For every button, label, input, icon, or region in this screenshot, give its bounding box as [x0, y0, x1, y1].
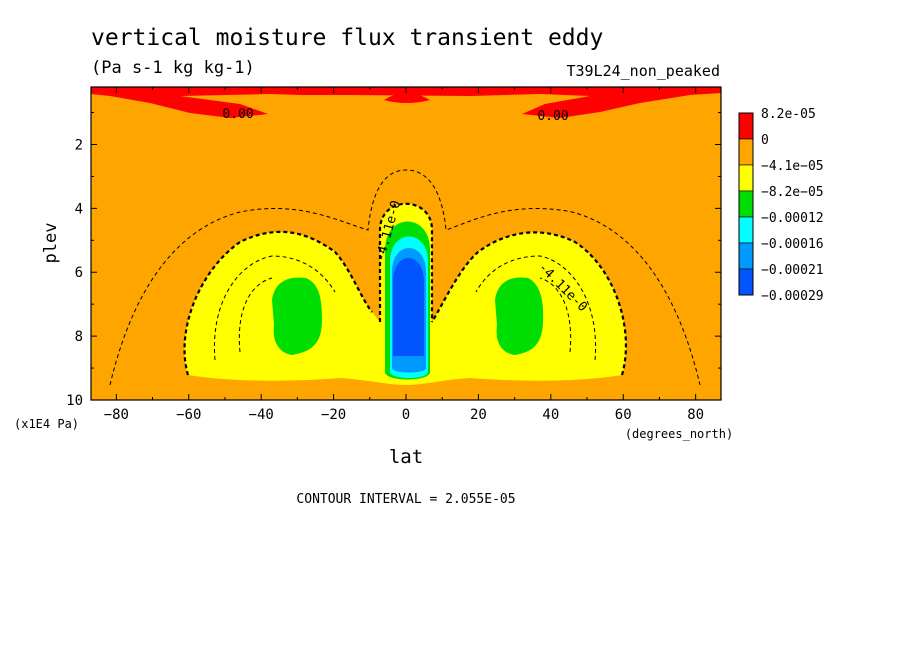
contour-label: 0.00: [222, 107, 253, 122]
run-label: T39L24_non_peaked: [566, 62, 720, 80]
legend-swatch: [739, 191, 753, 217]
y-tick-label: 4: [75, 201, 83, 217]
legend-swatch: [739, 269, 753, 295]
legend-label: −8.2e−05: [761, 185, 824, 200]
legend-swatch: [739, 113, 753, 139]
legend-label: 0: [761, 133, 769, 148]
y-axis-label: plev: [41, 223, 61, 264]
y-tick-label: 6: [75, 265, 83, 281]
plot-area: 0.00 0.00-4.11e-0-4.11e-0: [91, 87, 721, 400]
core-blue: [393, 258, 424, 356]
x-tick-label: 40: [542, 407, 559, 423]
legend-swatch: [739, 243, 753, 269]
legend-label: −0.00012: [761, 211, 824, 226]
legend-swatch: [739, 165, 753, 191]
x-tick-label: −80: [104, 407, 129, 423]
x-tick-label: 20: [470, 407, 487, 423]
x-tick-label: 60: [615, 407, 632, 423]
legend-label: −0.00021: [761, 263, 824, 278]
legend-label: 8.2e-05: [761, 107, 816, 122]
y-tick-label: 10: [66, 393, 83, 409]
legend: 8.2e-05 0 −4.1e−05 −8.2e−05 −0.00012 −0.00016…: [739, 107, 824, 304]
legend-swatch: [739, 139, 753, 165]
x-axis-units: (degrees_north): [625, 427, 733, 441]
x-tick-label: 80: [687, 407, 704, 423]
x-axis-label: lat: [389, 446, 423, 468]
chart-title: vertical moisture flux transient eddy: [91, 25, 603, 51]
contour-interval-note: CONTOUR INTERVAL = 2.055E-05: [296, 492, 515, 507]
y-tick-label: 8: [75, 329, 83, 345]
chart-subtitle: (Pa s-1 kg kg-1): [91, 58, 255, 78]
legend-label: −4.1e−05: [761, 159, 824, 174]
x-tick-label: −60: [176, 407, 201, 423]
x-tick-label: 0: [402, 407, 410, 423]
legend-label: −0.00029: [761, 289, 824, 304]
contour-label: 0.00: [537, 109, 568, 124]
legend-swatch: [739, 217, 753, 243]
y-tick-label: 2: [75, 137, 83, 153]
y-axis-units: (x1E4 Pa): [14, 417, 79, 431]
legend-label: −0.00016: [761, 237, 824, 252]
x-tick-label: −40: [249, 407, 274, 423]
core-green-south: [272, 278, 322, 355]
x-tick-label: −20: [321, 407, 346, 423]
core-green-north: [495, 278, 543, 355]
